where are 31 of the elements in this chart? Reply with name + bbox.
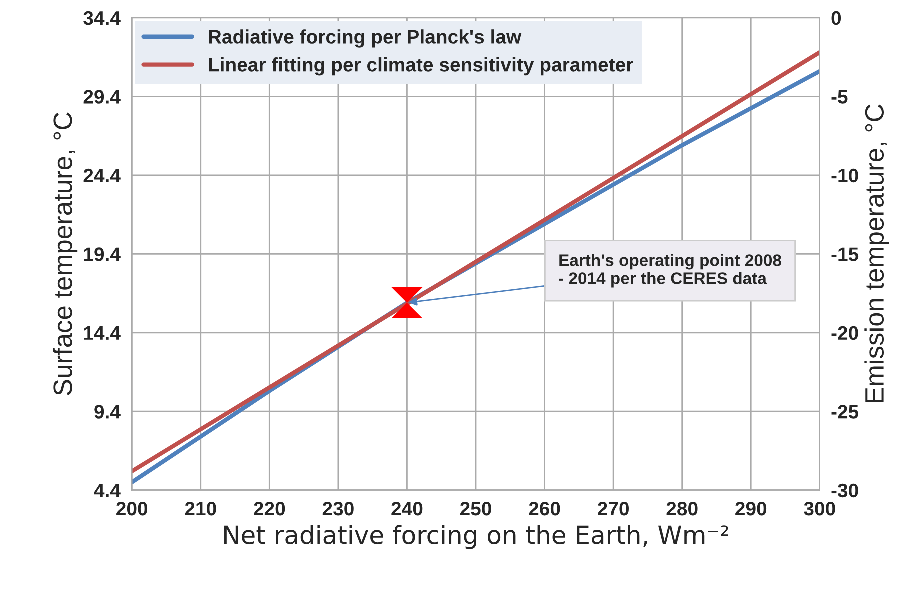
x-tick-label: 230 bbox=[322, 502, 354, 516]
x-tick-label: 200 bbox=[116, 502, 148, 516]
x-tick-label: 210 bbox=[185, 502, 216, 516]
y-tick-label: 19.4 bbox=[84, 248, 121, 262]
x-tick-label: 290 bbox=[736, 502, 767, 516]
y2-tick-label: -30 bbox=[832, 484, 858, 498]
x-tick-label: 250 bbox=[460, 502, 492, 516]
y2-axis-title: Emission temperature, °C bbox=[864, 104, 890, 402]
y2-tick-label: -15 bbox=[832, 248, 859, 262]
x-tick-label: 270 bbox=[598, 502, 629, 516]
y-tick-label: 34.4 bbox=[84, 11, 121, 26]
y-tick-label: 4.4 bbox=[94, 484, 121, 498]
x-tick-label: 240 bbox=[392, 502, 423, 516]
y2-tick-label: -20 bbox=[832, 326, 858, 340]
y2-tick-label: 0 bbox=[832, 11, 842, 26]
x-tick-label: 220 bbox=[254, 502, 286, 516]
y2-tick-label: -25 bbox=[832, 405, 859, 419]
legend-label: Radiative forcing per Planck's law bbox=[209, 30, 522, 48]
x-tick-label: 300 bbox=[804, 502, 836, 516]
y-tick-label: 24.4 bbox=[84, 168, 121, 182]
legend-label: Linear fitting per climate sensitivity parameter bbox=[209, 58, 634, 76]
y-axis-title: Surface temperature, °C bbox=[53, 112, 78, 396]
x-axis-title: Net radiative forcing on the Earth, Wm⁻² bbox=[224, 525, 728, 550]
y2-tick-label: -10 bbox=[832, 168, 858, 183]
annotation: Earth's operating point 2008 - 2014 per the CERES data bbox=[559, 254, 782, 288]
y-tick-label: 14.4 bbox=[84, 326, 121, 340]
x-tick-label: 280 bbox=[666, 502, 698, 516]
y-tick-label: 9.4 bbox=[94, 405, 121, 419]
x-tick-label: 260 bbox=[529, 502, 560, 516]
y-tick-label: 29.4 bbox=[84, 90, 121, 104]
y2-tick-label: -5 bbox=[832, 90, 848, 104]
